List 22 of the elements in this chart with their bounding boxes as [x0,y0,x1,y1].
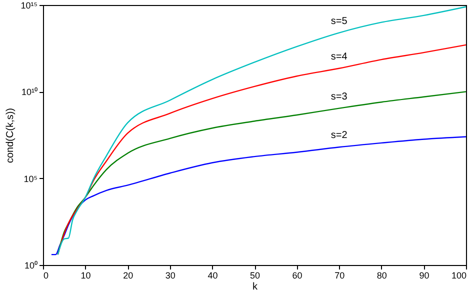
x-tick-label: 40 [208,270,218,280]
x-tick-label: 30 [165,270,176,280]
x-tick-label: 100 [451,270,466,280]
line-series [57,6,467,256]
y-tick-label: 10¹⁵ [20,0,38,10]
x-tick-label: 50 [250,270,260,280]
x-tick-label: 90 [419,270,430,280]
y-tick-label: 10¹⁰ [21,87,38,98]
x-tick-label: 10 [80,270,91,280]
y-tick-label: 10⁰ [24,260,38,270]
x-tick-label: 60 [292,270,302,280]
series-label: s=4 [330,51,348,62]
x-tick-label: 0 [44,270,49,280]
x-tick-label: 80 [376,270,387,280]
y-axis-title: cond(C(k,s)) [4,108,16,164]
x-tick-label: 20 [123,270,134,280]
x-axis-title: k [252,282,258,290]
series-label: s=2 [330,130,348,142]
x-tick-label: 70 [334,270,345,280]
series-label: s=3 [330,91,348,102]
y-tick-label: 10⁵ [24,174,38,184]
series-label: s=5 [330,16,348,27]
